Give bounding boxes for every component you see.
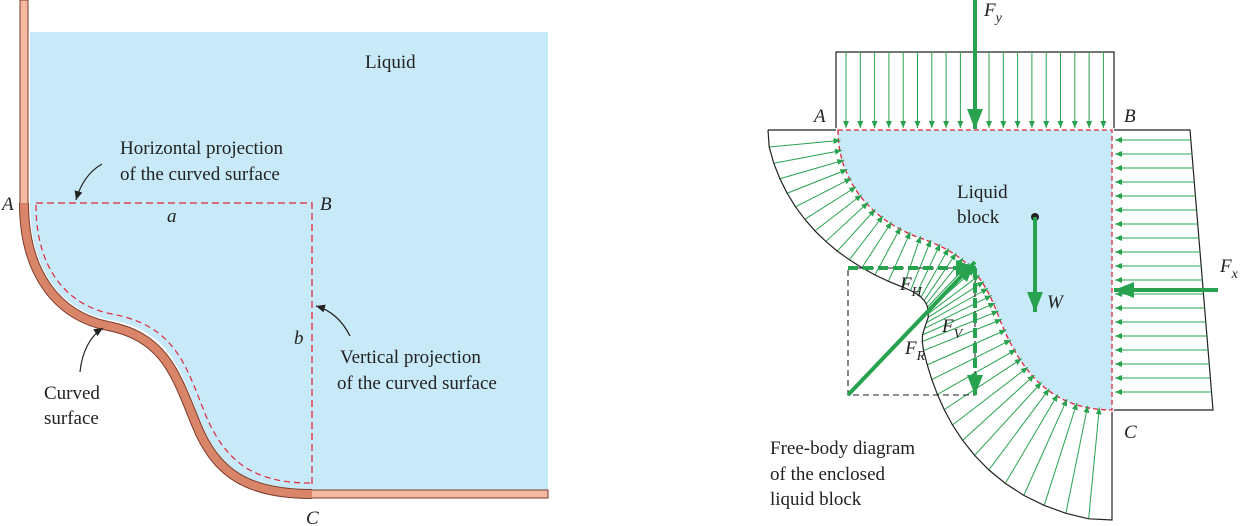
- pressure-arrow: [952, 366, 1029, 426]
- pressure-arrow: [1004, 394, 1059, 484]
- pressure-arrow: [825, 201, 869, 242]
- pressure-arrow: [773, 148, 842, 164]
- label: Curved: [44, 383, 100, 404]
- liquid-region: [30, 32, 548, 490]
- label: block: [957, 207, 1000, 228]
- point-label: C: [1124, 422, 1137, 443]
- caption: Free-body diagram: [770, 438, 915, 459]
- pressure-arrow: [1043, 402, 1078, 506]
- pressure-arrow: [910, 239, 932, 291]
- right-panel: A B C Liquid block W Fy Fx FH FV FR Free…: [767, 0, 1239, 521]
- pressure-arrow: [926, 287, 989, 324]
- force-label: Fx: [1219, 256, 1239, 282]
- pressure-arrow: [924, 294, 993, 329]
- pressure-arrow: [814, 194, 863, 232]
- force-label: FR: [904, 338, 926, 364]
- dimension-label: a: [167, 206, 177, 227]
- force-label: FH: [899, 274, 923, 300]
- pressure-arrow: [974, 381, 1042, 456]
- pressure-arrow: [1023, 398, 1068, 496]
- curved-surface-fill: [20, 202, 313, 498]
- pressure-arrow: [937, 349, 1017, 395]
- wall-bottom: [309, 489, 549, 499]
- pressure-arrow: [922, 302, 996, 336]
- label: Vertical projection: [340, 347, 481, 368]
- point-label: C: [306, 508, 319, 526]
- pressure-arrow: [769, 138, 841, 148]
- label: Liquid: [365, 52, 416, 73]
- pressure-arrow: [887, 231, 911, 282]
- point-label: A: [0, 194, 14, 215]
- wall-vertical: [19, 0, 29, 206]
- horizontal-projection: [36, 202, 313, 485]
- label: of the curved surface: [120, 164, 280, 185]
- point-label: B: [320, 194, 332, 215]
- pressure-arrow: [902, 235, 922, 288]
- pressure-arrow: [848, 215, 884, 261]
- dimension-label: b: [294, 328, 304, 349]
- pressure-arrow: [931, 339, 1012, 380]
- pressure-arrow: [922, 310, 999, 342]
- pointer-arrow: [315, 304, 351, 337]
- resultant-force: [846, 260, 977, 397]
- pressure-arrow: [923, 252, 957, 301]
- pressure-arrow: [927, 274, 980, 315]
- pressure-arrow: [795, 177, 852, 208]
- pressure-arrow: [779, 159, 845, 180]
- label: surface: [44, 408, 99, 429]
- pointer-arrow: [79, 327, 104, 373]
- pressure-arrow: [927, 329, 1007, 366]
- pressure-arrow: [962, 374, 1035, 441]
- point-label: A: [812, 106, 826, 127]
- label: Horizontal projection: [120, 138, 284, 159]
- pressure-arrow: [804, 186, 857, 220]
- pressure-arrow: [836, 209, 876, 252]
- force-label: FV: [941, 316, 964, 342]
- pointer-arrow: [74, 163, 103, 201]
- projected-curve: [35, 204, 311, 484]
- caption: of the enclosed: [770, 464, 886, 485]
- pressure-arrow: [1088, 407, 1102, 519]
- pressure-arrow: [923, 318, 1003, 352]
- pressure-arrow: [786, 168, 848, 194]
- pressure-arrow: [920, 248, 950, 298]
- pressure-arrow: [1065, 405, 1090, 514]
- point-label: B: [1124, 106, 1136, 127]
- label: Liquid: [957, 182, 1008, 203]
- pressure-arrow: [988, 388, 1050, 471]
- label: of the curved surface: [337, 373, 497, 394]
- left-panel: Liquid Horizontal projection of the curv…: [0, 0, 549, 526]
- force-label: Fy: [983, 0, 1003, 26]
- weight-label: W: [1047, 292, 1065, 313]
- pressure-arrow: [861, 221, 892, 269]
- caption: liquid block: [770, 489, 862, 510]
- edge-line: [768, 129, 1214, 411]
